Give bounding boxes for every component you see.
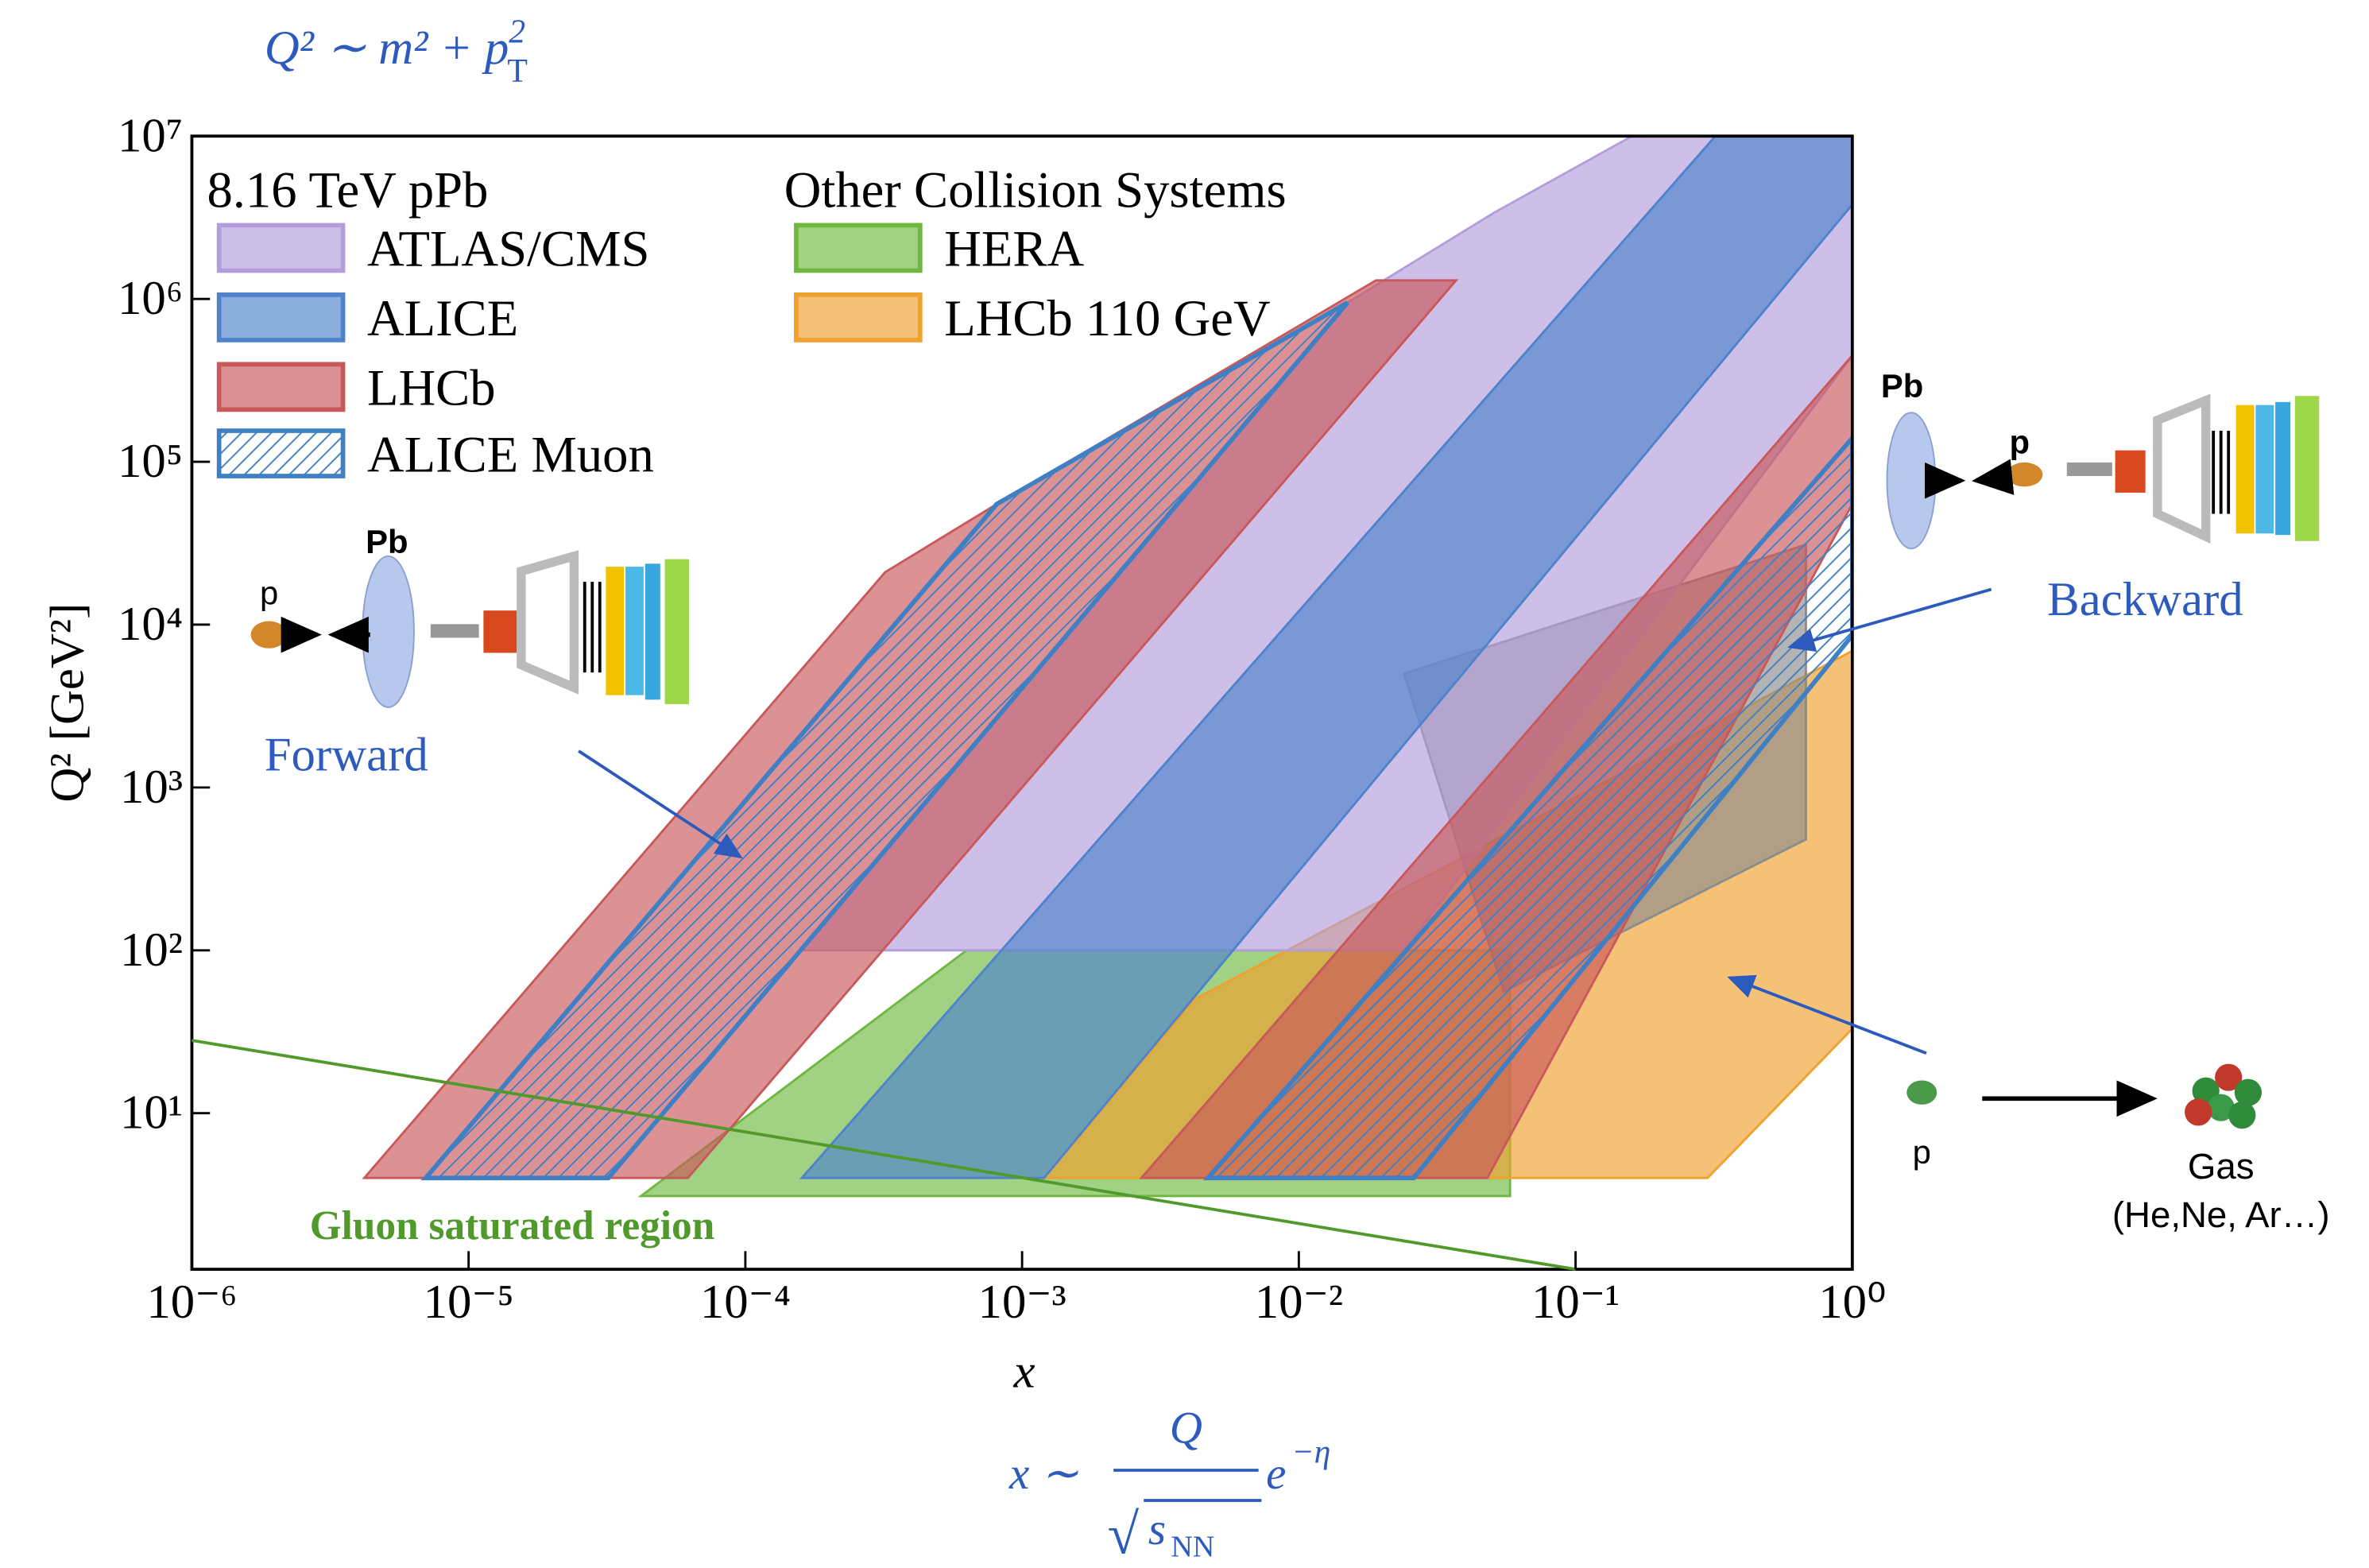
formula-part: s [1148,1504,1166,1554]
y-tick-label: 10² [120,923,183,977]
legend-label: HERA [944,220,1084,277]
x-tick-label: 10⁻¹ [1531,1276,1620,1329]
page: Q² ∼ m² + p2T x ∼ Q √ s NN e −η x Q² [Ge… [0,0,2369,1568]
legend-title: 8.16 TeV pPb [207,161,488,219]
annotation: Backward [2047,573,2243,626]
diagram-label: p [2010,424,2030,461]
x-tick-label: 10⁻⁵ [424,1276,514,1329]
legend-swatch [219,364,343,409]
legend-label: ATLAS/CMS [367,220,650,277]
y-tick-label: 10⁵ [118,435,183,488]
x-tick-label: 10⁻³ [978,1276,1066,1329]
formula-part: T [507,53,528,90]
annotation: Forward [265,729,428,782]
legend-swatch [796,295,920,340]
legend-swatch [796,225,920,270]
fixed-target-diagram: p Gas (He,Ne, Ar…) [1906,1064,2329,1235]
legend-label: ALICE [367,289,518,347]
diagram-label: p [260,575,278,612]
legend-label: LHCb [367,359,496,416]
legend-swatch [219,295,343,340]
formula-part: Q [1170,1403,1202,1454]
formula-part: NN [1171,1530,1214,1563]
x-tick-label: 10⁰ [1818,1276,1886,1329]
legend-label: ALICE Muon [367,425,654,482]
x-tick-label: 10⁻⁶ [146,1276,237,1329]
x-tick-label: 10⁻⁴ [700,1276,791,1329]
y-tick-label: 10⁴ [118,598,183,651]
y-tick-label: 10⁶ [118,272,183,325]
legend-title: Other Collision Systems [784,161,1287,219]
chart: Q² ∼ m² + p2T x ∼ Q √ s NN e −η x Q² [Ge… [0,0,2369,1564]
diagram-label: Pb [366,523,408,560]
diagram-label: (He,Ne, Ar…) [2112,1194,2330,1235]
formula-part: −η [1291,1434,1330,1470]
x-tick-label: 10⁻² [1255,1276,1343,1329]
diagram-label: Gas [2188,1146,2255,1187]
backward-detector-diagram: Pb p [1881,367,2319,548]
y-tick-label: 10¹ [120,1086,183,1140]
formula-part: e [1266,1449,1286,1499]
legend-label: LHCb 110 GeV [944,289,1270,347]
legend-swatch [219,225,343,270]
formula-part: √ [1108,1503,1140,1564]
y-tick-label: 10⁷ [118,109,183,162]
y-tick-label: 10³ [120,761,183,814]
formula-part: 2 [509,14,525,50]
diagram-label: Pb [1881,367,1923,405]
x-axis-label: x [1012,1345,1035,1398]
formula-part: x ∼ [1008,1449,1079,1499]
formula-part: Q² ∼ m² + p [265,21,509,75]
forward-detector-diagram: p Pb [251,523,689,707]
y-axis-label: Q² [GeV²] [41,603,95,803]
saturation-label: Gluon saturated region [310,1203,715,1249]
diagram-label: p [1913,1133,1931,1171]
legend-swatch [219,431,343,476]
